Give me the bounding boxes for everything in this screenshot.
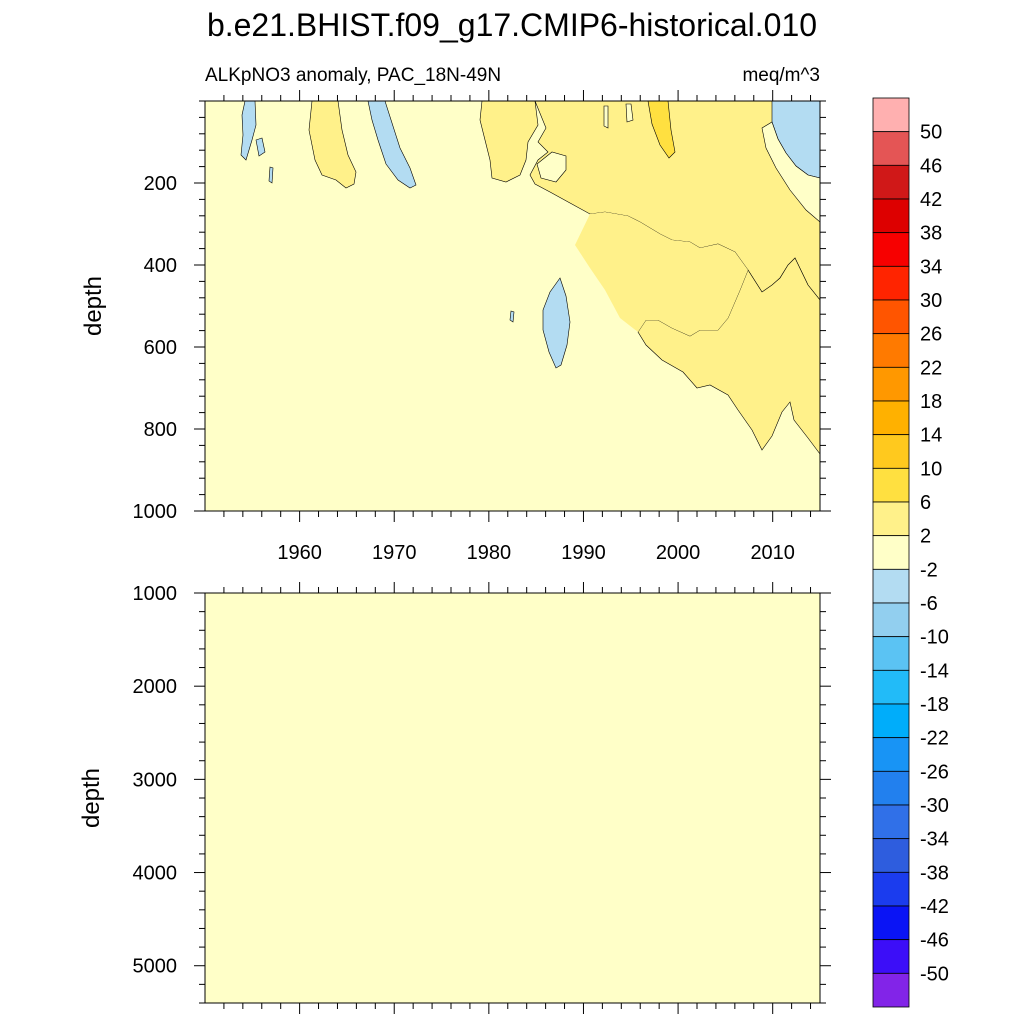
colorbar-swatch xyxy=(872,602,910,638)
colorbar-swatch xyxy=(872,568,910,604)
lower-panel: 1000 2000 3000 4000 5000 depth xyxy=(78,582,831,1014)
colorbar-label: 14 xyxy=(920,425,942,447)
contour-light-speck-1994 xyxy=(603,105,609,129)
colorbar-label: 22 xyxy=(920,357,942,379)
x-tick-label: 1960 xyxy=(277,542,322,564)
colorbar-swatch xyxy=(872,232,910,267)
contour-blue-speck-1982 xyxy=(509,310,515,323)
lower-y-axis-title: depth xyxy=(78,768,105,828)
colorbar-swatch xyxy=(872,333,910,368)
x-tick-label: 1980 xyxy=(467,542,512,564)
y-tick-label: 1000 xyxy=(133,501,178,523)
contour-yellow-1962 xyxy=(308,100,357,189)
y-tick-label: 4000 xyxy=(133,863,178,885)
contour-blue-upper-left-small xyxy=(255,137,266,157)
colorbar-swatch xyxy=(872,467,910,503)
colorbar-swatch xyxy=(872,535,910,570)
colorbar-label: -14 xyxy=(920,660,949,682)
colorbar-swatch xyxy=(872,838,910,873)
colorbar-swatch xyxy=(872,97,910,133)
contour-orange-1998 xyxy=(647,100,676,159)
colorbar-label: -46 xyxy=(920,930,949,952)
colorbar-label: 26 xyxy=(920,324,942,346)
upper-plot-frame xyxy=(204,100,821,512)
contour-light-speck-1996 xyxy=(625,103,634,123)
colorbar-label: -2 xyxy=(920,559,938,581)
colorbar-swatch xyxy=(872,636,910,671)
colorbar-swatch xyxy=(872,804,910,840)
lower-ticks: 1000 2000 3000 4000 5000 xyxy=(133,582,831,1014)
colorbar-label: -26 xyxy=(920,761,949,783)
y-tick-label: 1000 xyxy=(133,583,178,605)
colorbar-label: -22 xyxy=(920,728,949,750)
colorbar-label: 2 xyxy=(920,526,931,548)
subtitle-left: ALKpNO3 anomaly, PAC_18N-49N xyxy=(205,65,501,86)
colorbar-swatch xyxy=(872,703,910,739)
colorbar-swatch xyxy=(872,972,910,1008)
colorbar-label: -10 xyxy=(920,627,949,649)
colorbar-swatch xyxy=(872,131,910,166)
colorbar: 50 46 42 38 34 30 26 22 18 14 10 6 2 -2 -6 -10 -14 -18 -22… xyxy=(872,97,949,1008)
colorbar-swatch xyxy=(872,669,910,705)
x-tick-label: 2000 xyxy=(656,542,701,564)
x-tick-label: 1970 xyxy=(372,542,417,564)
y-tick-label: 2000 xyxy=(133,676,178,698)
colorbar-label: -38 xyxy=(920,862,949,884)
y-tick-label: 600 xyxy=(144,337,177,359)
colorbar-swatch xyxy=(872,198,910,234)
contour-blue-1987 xyxy=(542,277,571,369)
upper-panel: 1960 1970 1980 1990 2000 2010 200 400 600 800 1000… xyxy=(80,65,831,564)
contour-yellow-deep-lobe xyxy=(637,257,821,455)
colorbar-label: 38 xyxy=(920,223,942,245)
colorbar-swatch xyxy=(872,501,910,537)
colorbar-label: 6 xyxy=(920,492,931,514)
colorbar-label: -30 xyxy=(920,795,949,817)
x-tick-label: 2010 xyxy=(750,542,795,564)
y-tick-label: 200 xyxy=(144,173,177,195)
colorbar-label: -34 xyxy=(920,829,949,851)
colorbar-label: -50 xyxy=(920,963,949,985)
y-tick-label: 800 xyxy=(144,419,177,441)
contour-yellow-1980 xyxy=(479,100,539,183)
upper-ticks: 1960 1970 1980 1990 2000 2010 200 400 600 800 1000 xyxy=(133,90,831,564)
contour-blue-1968 xyxy=(367,100,417,189)
colorbar-swatch xyxy=(872,366,910,402)
colorbar-swatch xyxy=(872,737,910,772)
colorbar-label: 30 xyxy=(920,290,942,312)
y-tick-label: 400 xyxy=(144,255,177,277)
colorbar-swatch xyxy=(872,299,910,335)
colorbar-swatch xyxy=(872,871,910,907)
colorbar-swatch xyxy=(872,265,910,301)
upper-y-axis-title: depth xyxy=(80,276,107,336)
x-tick-label: 1990 xyxy=(561,542,606,564)
colorbar-swatch xyxy=(872,400,910,436)
contour-blue-upper-left xyxy=(240,100,257,161)
subtitle-right: meq/m^3 xyxy=(742,65,820,86)
contour-light-notch xyxy=(536,151,567,183)
colorbar-swatch xyxy=(872,434,910,469)
contour-yellow-deep-cover xyxy=(575,212,748,336)
colorbar-swatch xyxy=(872,905,910,941)
lower-plot-background xyxy=(205,593,820,1003)
colorbar-label: 46 xyxy=(920,155,942,177)
y-tick-label: 5000 xyxy=(133,956,178,978)
chart-title: b.e21.BHIST.f09_g17.CMIP6-historical.010 xyxy=(207,7,817,43)
colorbar-label: 10 xyxy=(920,458,942,480)
colorbar-label: -18 xyxy=(920,694,949,716)
colorbar-label: -6 xyxy=(920,593,938,615)
colorbar-label: 50 xyxy=(920,122,942,144)
colorbar-label: 34 xyxy=(920,256,942,278)
contour-blue-speck xyxy=(268,166,274,184)
colorbar-label: 42 xyxy=(920,189,942,211)
colorbar-label: -42 xyxy=(920,896,949,918)
colorbar-label: 18 xyxy=(920,391,942,413)
colorbar-swatch xyxy=(872,164,910,200)
colorbar-swatch xyxy=(872,939,910,974)
colorbar-swatch xyxy=(872,770,910,806)
y-tick-label: 3000 xyxy=(133,769,178,791)
